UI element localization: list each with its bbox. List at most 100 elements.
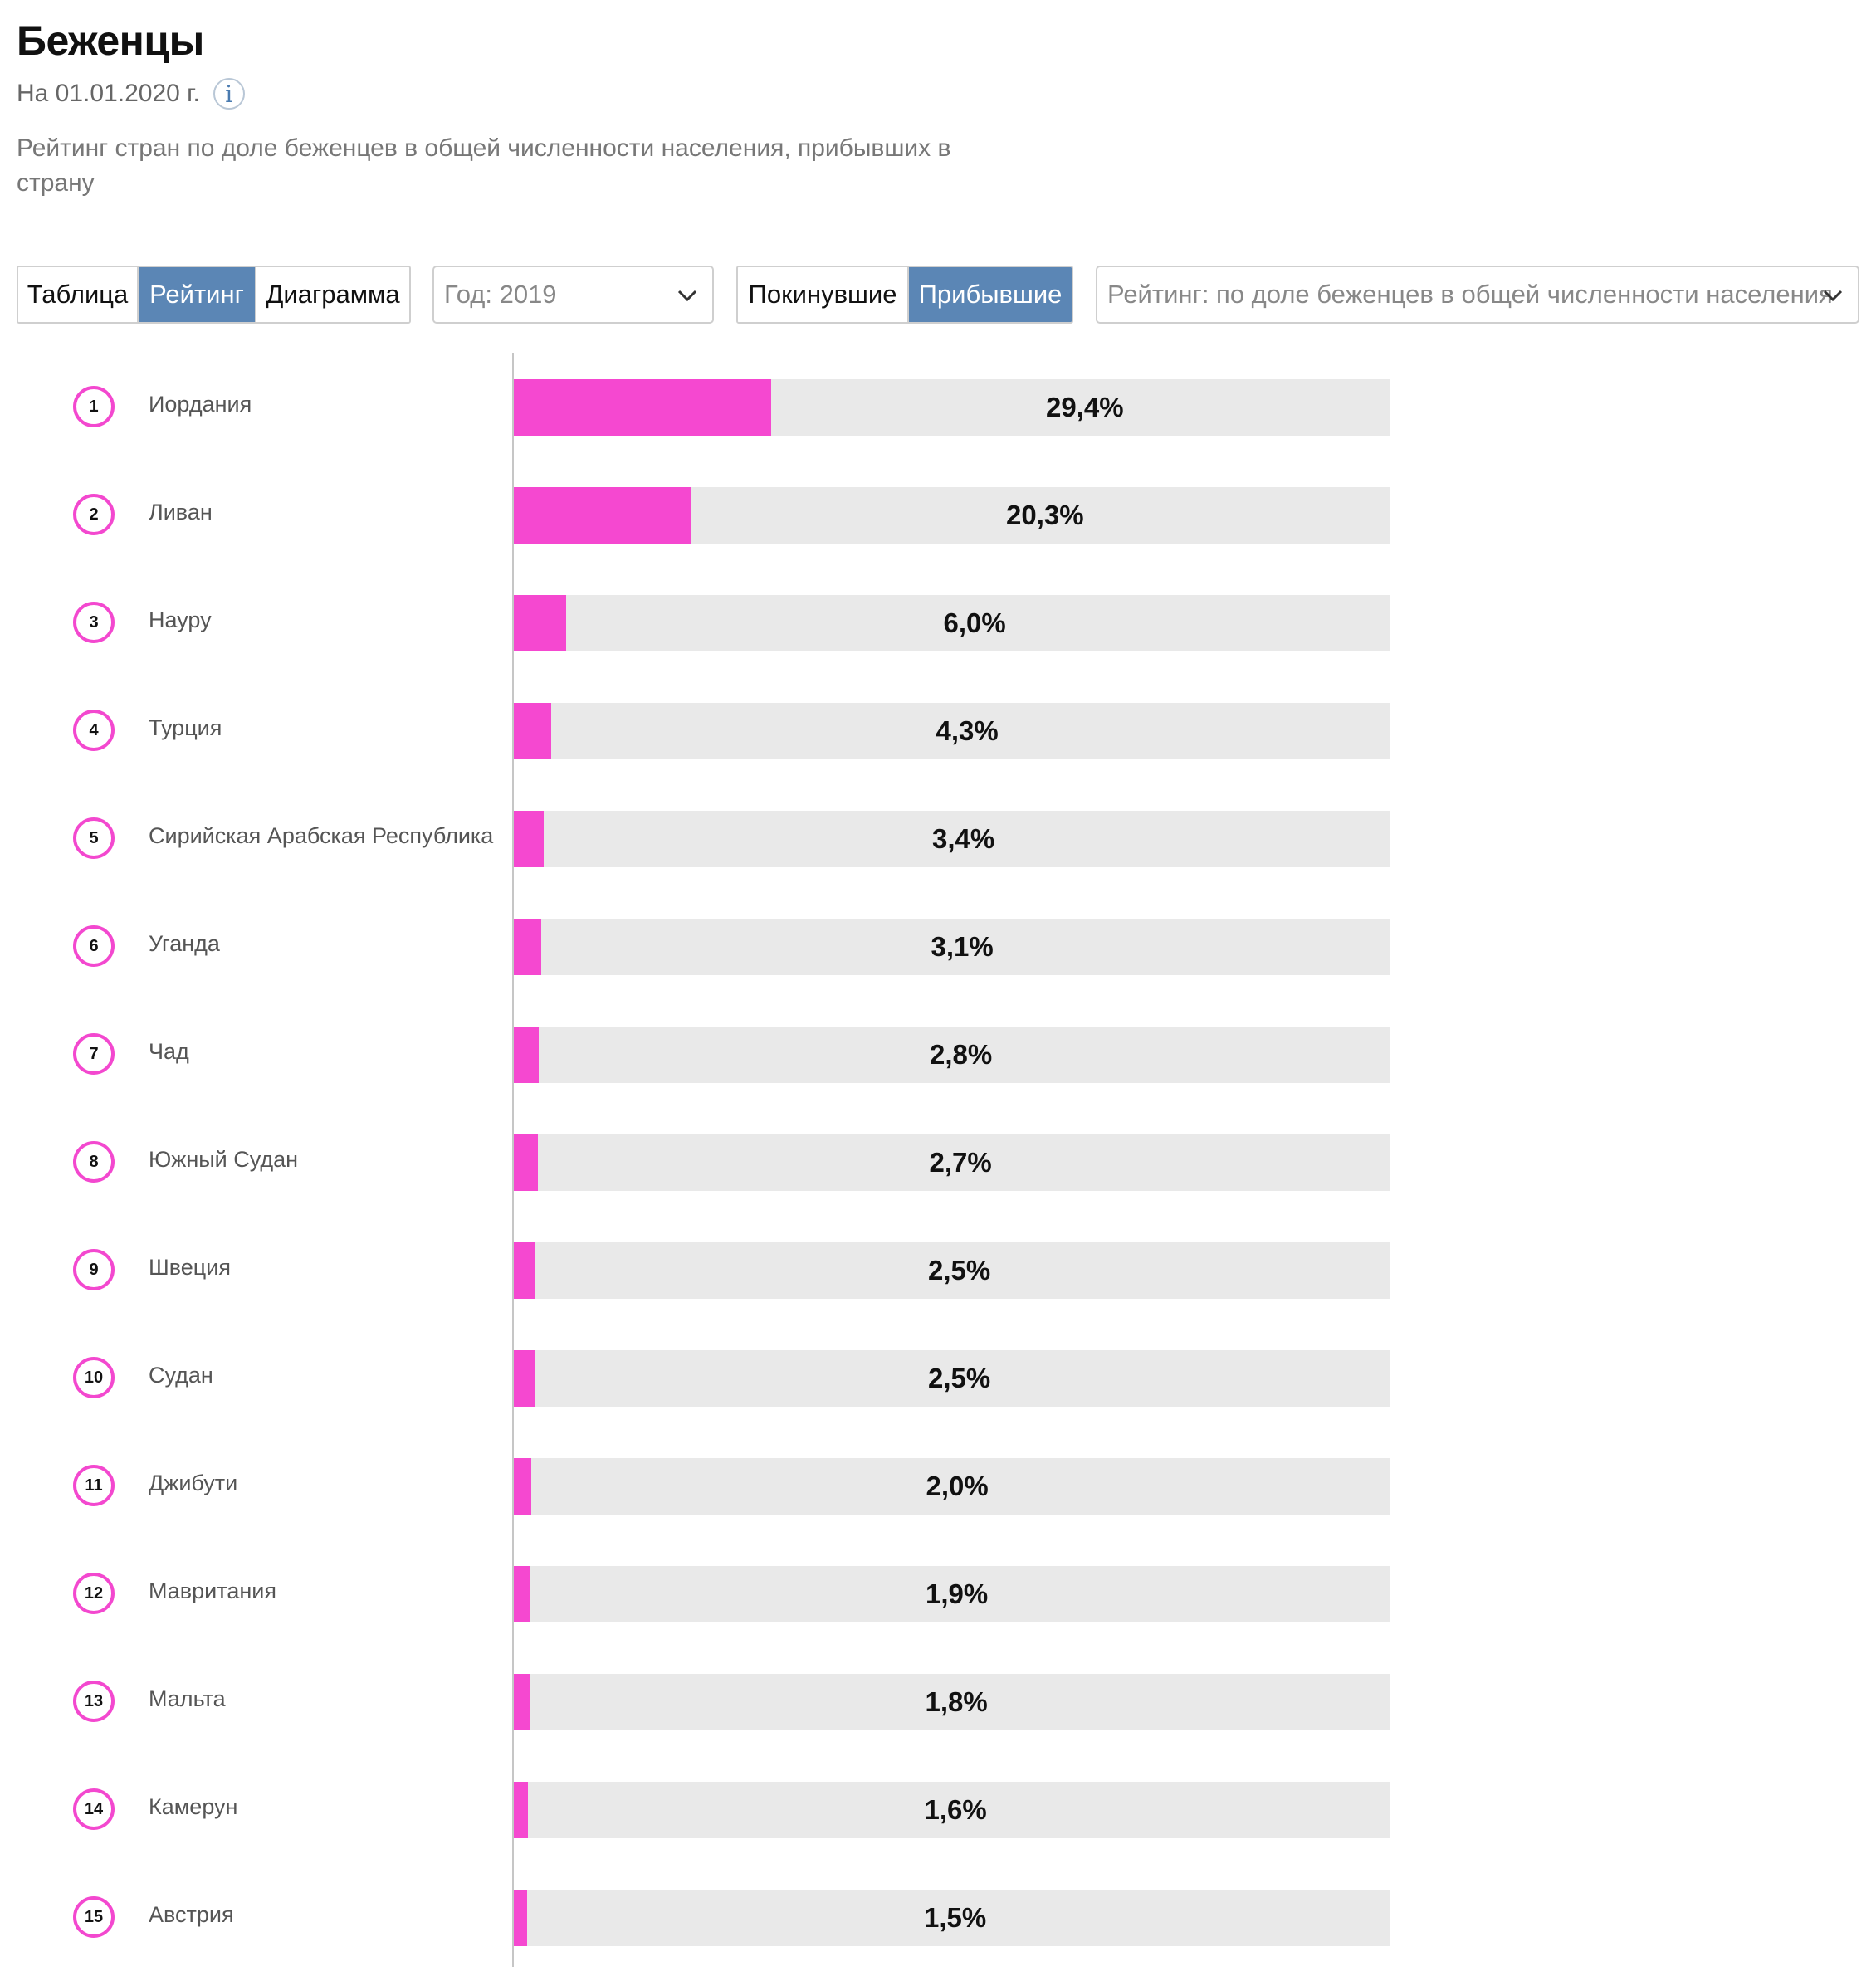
- value-label: 6,0%: [943, 607, 1006, 638]
- country-label: Иордания: [149, 392, 252, 417]
- chart-row: 13 Мальта 1,8%: [0, 1647, 1876, 1755]
- rank-badge: 9: [73, 1249, 115, 1290]
- bar-track: 3,4%: [514, 811, 1390, 867]
- rank-badge: 8: [73, 1141, 115, 1183]
- chart-row: 11 Джибути 2,0%: [0, 1432, 1876, 1539]
- bar-fill: [514, 919, 541, 975]
- chevron-down-icon: [1823, 290, 1843, 302]
- value-label: 4,3%: [936, 715, 999, 746]
- bar-track: 20,3%: [514, 487, 1390, 544]
- bar-fill: [514, 1027, 539, 1083]
- year-select[interactable]: Год: 2019: [432, 266, 714, 324]
- rank-badge: 3: [73, 602, 115, 643]
- view-switcher: Таблица Рейтинг Диаграмма: [17, 266, 411, 324]
- bar-fill: [514, 379, 771, 436]
- rank-badge: 14: [73, 1788, 115, 1830]
- country-label: Науру: [149, 607, 212, 632]
- chart-row: 1 Иордания 29,4%: [0, 353, 1876, 461]
- value-label: 3,1%: [931, 931, 994, 962]
- bar-fill: [514, 1350, 535, 1407]
- value-label: 2,5%: [928, 1363, 991, 1393]
- chart-row: 10 Судан 2,5%: [0, 1324, 1876, 1432]
- rating-select-value: Рейтинг: по доле беженцев в общей числен…: [1107, 280, 1833, 309]
- bar-track: 1,6%: [514, 1782, 1390, 1838]
- page-title: Беженцы: [17, 17, 204, 64]
- tab-rating[interactable]: Рейтинг: [139, 267, 256, 322]
- tab-diagram[interactable]: Диаграмма: [256, 267, 409, 322]
- country-label: Ливан: [149, 500, 213, 524]
- value-label: 29,4%: [1046, 392, 1124, 422]
- bar-track: 1,5%: [514, 1890, 1390, 1946]
- country-label: Швеция: [149, 1255, 231, 1280]
- country-label: Южный Судан: [149, 1147, 299, 1172]
- chevron-down-icon: [677, 290, 697, 302]
- rank-badge: 6: [73, 925, 115, 967]
- rating-select[interactable]: Рейтинг: по доле беженцев в общей числен…: [1096, 266, 1859, 324]
- bar-track: 1,9%: [514, 1566, 1390, 1622]
- value-label: 1,5%: [924, 1902, 987, 1933]
- tab-table[interactable]: Таблица: [18, 267, 139, 322]
- chart-description: Рейтинг стран по доле беженцев в общей ч…: [17, 134, 951, 197]
- bar-track: 29,4%: [514, 379, 1390, 436]
- rank-badge: 10: [73, 1357, 115, 1398]
- value-label: 2,0%: [926, 1471, 989, 1501]
- country-label: Камерун: [149, 1794, 238, 1819]
- chart-row: 14 Камерун 1,6%: [0, 1755, 1876, 1863]
- chart-row: 7 Чад 2,8%: [0, 1000, 1876, 1108]
- bar-fill: [514, 703, 551, 759]
- chart-row: 9 Швеция 2,5%: [0, 1216, 1876, 1324]
- rank-badge: 15: [73, 1896, 115, 1938]
- bar-fill: [514, 1458, 531, 1515]
- bar-fill: [514, 595, 566, 651]
- country-label: Мальта: [149, 1686, 226, 1711]
- country-label: Чад: [149, 1039, 189, 1064]
- rank-badge: 12: [73, 1573, 115, 1614]
- chart-row: 8 Южный Судан 2,7%: [0, 1108, 1876, 1216]
- value-label: 2,7%: [929, 1147, 992, 1178]
- bar-fill: [514, 1566, 530, 1622]
- country-label: Мавритания: [149, 1578, 276, 1603]
- chart-row: 12 Мавритания 1,9%: [0, 1539, 1876, 1647]
- value-label: 1,9%: [926, 1578, 989, 1609]
- bar-fill: [514, 1674, 530, 1730]
- bar-track: 2,8%: [514, 1027, 1390, 1083]
- rank-badge: 1: [73, 386, 115, 427]
- tab-arrived[interactable]: Прибывшие: [909, 267, 1072, 322]
- chart-row: 2 Ливан 20,3%: [0, 461, 1876, 568]
- chart-row: 3 Науру 6,0%: [0, 568, 1876, 676]
- controls-bar: Таблица Рейтинг Диаграмма Год: 2019 Поки…: [17, 266, 1859, 324]
- value-label: 2,8%: [930, 1039, 993, 1070]
- rank-badge: 11: [73, 1465, 115, 1506]
- value-label: 1,8%: [925, 1686, 988, 1717]
- info-icon[interactable]: i: [213, 78, 245, 110]
- rank-badge: 5: [73, 817, 115, 859]
- bar-fill: [514, 1242, 535, 1299]
- rank-badge: 7: [73, 1033, 115, 1075]
- year-select-value: Год: 2019: [444, 280, 557, 309]
- value-label: 1,6%: [924, 1794, 987, 1825]
- bar-track: 4,3%: [514, 703, 1390, 759]
- date-line: На 01.01.2020 г. i: [17, 78, 245, 110]
- rank-badge: 2: [73, 494, 115, 535]
- rank-badge: 13: [73, 1681, 115, 1722]
- chart-row: 15 Австрия 1,5%: [0, 1863, 1876, 1971]
- bar-track: 2,7%: [514, 1134, 1390, 1191]
- value-label: 3,4%: [932, 823, 995, 854]
- chart-row: 4 Турция 4,3%: [0, 676, 1876, 784]
- date-label: На 01.01.2020 г.: [17, 80, 200, 107]
- tab-departed[interactable]: Покинувшие: [738, 267, 909, 322]
- bar-track: 2,0%: [514, 1458, 1390, 1515]
- country-label: Судан: [149, 1363, 213, 1388]
- direction-switcher: Покинувшие Прибывшие: [736, 266, 1073, 324]
- bar-fill: [514, 487, 691, 544]
- bar-fill: [514, 1134, 538, 1191]
- bar-track: 6,0%: [514, 595, 1390, 651]
- chart-row: 5 Сирийская Арабская Республика 3,4%: [0, 784, 1876, 892]
- country-label: Сирийская Арабская Республика: [149, 823, 494, 848]
- bar-fill: [514, 1890, 527, 1946]
- value-label: 2,5%: [928, 1255, 991, 1286]
- bar-track: 2,5%: [514, 1242, 1390, 1299]
- chart-row: 6 Уганда 3,1%: [0, 892, 1876, 1000]
- country-label: Турция: [149, 715, 222, 740]
- chart-axis-line: [512, 353, 514, 1967]
